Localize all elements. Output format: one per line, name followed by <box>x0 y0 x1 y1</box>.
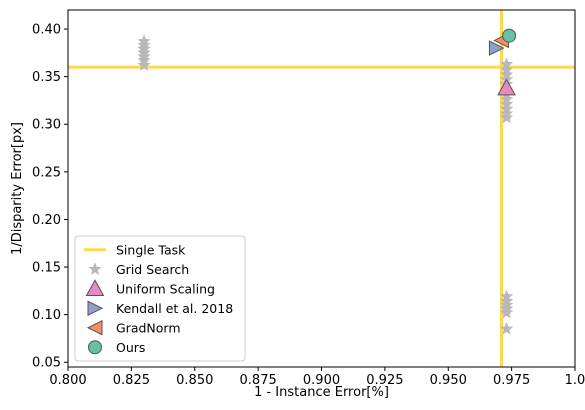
legend-entry: GradNorm <box>86 319 181 336</box>
x-tick-label: 0.950 <box>430 373 467 388</box>
uniform-scaling-point <box>497 78 516 96</box>
legend-entry: Single Task <box>84 242 186 257</box>
x-tick-label: 0.975 <box>493 373 530 388</box>
legend-box <box>74 235 246 362</box>
legend-label: Ours <box>116 340 145 355</box>
legend-marker-swatch <box>88 262 102 275</box>
legend-label: GradNorm <box>116 320 181 335</box>
legend-entry: Kendall et al. 2018 <box>87 300 233 317</box>
grid-search-point <box>499 110 514 124</box>
x-tick-label: 0.900 <box>303 373 340 388</box>
grid-search-point <box>499 305 514 319</box>
legend-marker-swatch <box>86 319 103 336</box>
legend-marker-swatch <box>85 279 105 297</box>
y-tick-label: 0.35 <box>32 70 61 85</box>
y-tick-label: 0.30 <box>32 118 61 133</box>
legend: Single Task Grid Search Uniform Scaling Ken… <box>74 235 246 362</box>
x-tick-label: 0.825 <box>113 373 150 388</box>
y-tick-label: 0.20 <box>32 213 61 228</box>
legend-label: Single Task <box>116 242 186 257</box>
y-tick-label: 0.10 <box>32 308 61 323</box>
x-tick-label: 0.850 <box>176 373 213 388</box>
x-tick-label: 0.925 <box>366 373 403 388</box>
legend-entry: Grid Search <box>88 262 189 277</box>
y-tick-label: 0.05 <box>32 356 61 371</box>
x-axis-ticks: 0.800 0.825 0.850 0.875 0.900 0.925 0.950 0.975… <box>49 367 585 388</box>
grid-search-point <box>499 321 514 335</box>
legend-label: Grid Search <box>116 262 189 277</box>
x-tick-label: 0.800 <box>49 373 86 388</box>
data-markers <box>137 28 517 335</box>
legend-marker-swatch <box>87 300 104 317</box>
kendall-et-al-2018-point <box>488 40 505 56</box>
y-tick-label: 0.25 <box>32 165 61 180</box>
y-axis-title: 1/Disparity Error[px] <box>10 122 25 255</box>
y-tick-label: 0.40 <box>32 23 61 38</box>
x-tick-label: 0.875 <box>240 373 277 388</box>
y-axis-ticks: 0.05 0.10 0.15 0.20 0.25 0.30 0.35 0.40 <box>32 23 68 371</box>
legend-marker-swatch <box>88 340 102 355</box>
x-axis-title: 1 - Instance Error[%] <box>254 385 389 400</box>
y-tick-label: 0.15 <box>32 261 61 276</box>
grid-search-point <box>137 58 151 71</box>
legend-label: Kendall et al. 2018 <box>116 301 233 316</box>
legend-label: Uniform Scaling <box>116 281 215 296</box>
x-tick-label: 1.0 <box>565 373 585 388</box>
legend-entry: Ours <box>88 340 145 355</box>
ours-point <box>502 28 517 43</box>
legend-entry: Uniform Scaling <box>85 279 215 297</box>
